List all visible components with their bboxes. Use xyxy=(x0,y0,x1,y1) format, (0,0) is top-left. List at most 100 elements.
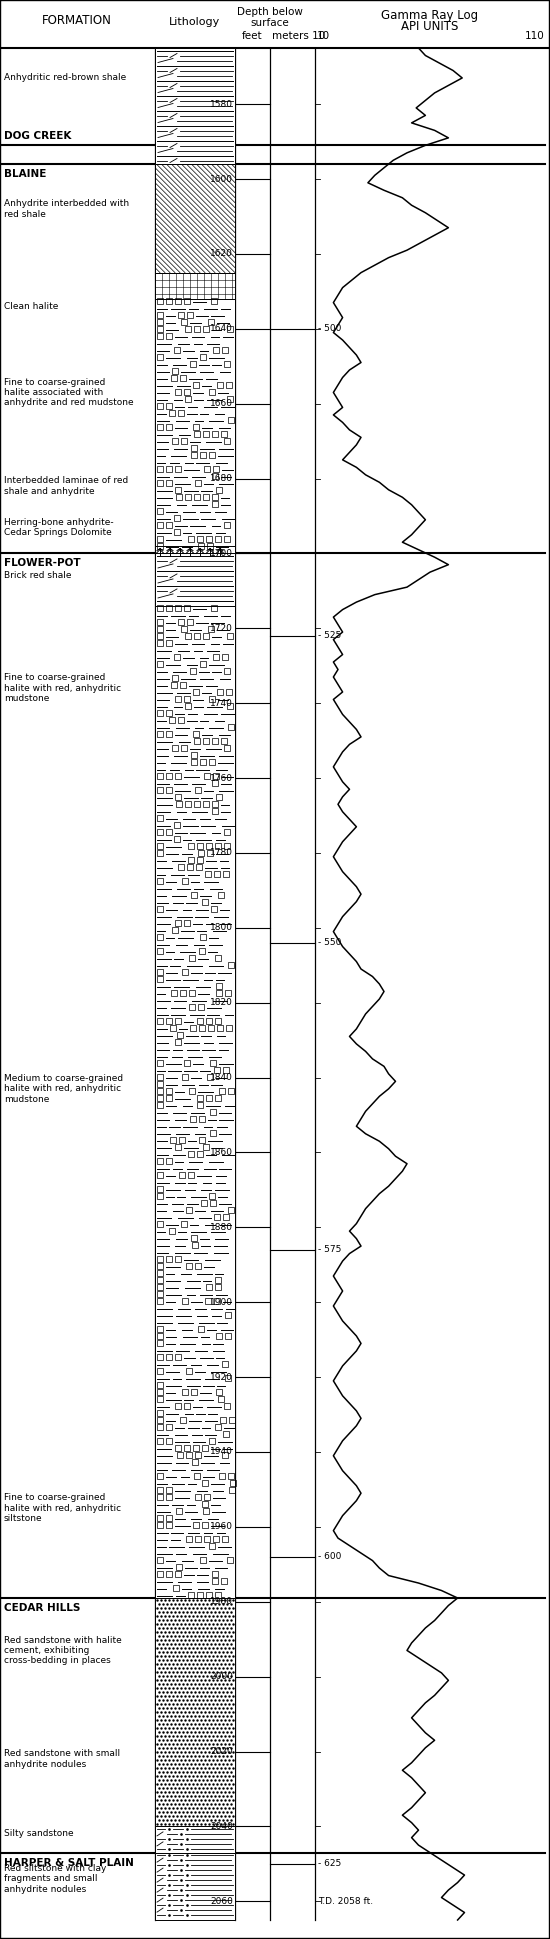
Bar xyxy=(228,417,234,423)
Bar xyxy=(197,843,202,849)
Bar xyxy=(212,473,218,479)
Bar xyxy=(166,787,172,793)
Bar xyxy=(209,390,214,396)
Bar xyxy=(157,1291,163,1297)
Bar xyxy=(224,522,229,527)
Text: Depth below: Depth below xyxy=(237,8,303,17)
Bar xyxy=(199,1026,205,1032)
Bar xyxy=(230,1479,235,1485)
Bar xyxy=(203,739,208,745)
Bar xyxy=(189,991,195,997)
Bar xyxy=(166,334,172,339)
Bar xyxy=(178,411,184,415)
Bar xyxy=(193,688,199,694)
Bar xyxy=(175,465,180,471)
Bar xyxy=(209,760,214,764)
Bar xyxy=(224,361,229,366)
Bar xyxy=(215,1592,221,1598)
Bar xyxy=(228,723,234,729)
Text: 1680: 1680 xyxy=(210,473,233,483)
Bar xyxy=(181,626,186,632)
Bar xyxy=(179,1173,185,1177)
Bar xyxy=(224,830,229,836)
Bar xyxy=(179,1136,185,1142)
Bar xyxy=(182,1074,188,1080)
Bar xyxy=(222,1361,228,1367)
Text: surface: surface xyxy=(251,17,289,27)
Bar xyxy=(225,1375,230,1381)
Bar xyxy=(197,1592,202,1598)
Bar xyxy=(157,640,163,646)
Bar xyxy=(214,1297,219,1303)
Bar xyxy=(204,1495,210,1499)
Text: 1780: 1780 xyxy=(210,849,233,857)
Bar xyxy=(157,1278,163,1284)
Text: 1880: 1880 xyxy=(210,1224,233,1231)
Bar xyxy=(225,991,230,997)
Bar xyxy=(155,553,235,605)
Bar xyxy=(184,1061,190,1066)
Bar xyxy=(227,396,233,401)
Bar xyxy=(157,1571,163,1576)
Bar xyxy=(180,1417,185,1423)
Bar xyxy=(203,326,208,332)
Bar xyxy=(212,500,218,506)
Bar xyxy=(203,634,208,638)
Bar xyxy=(182,1297,188,1303)
Bar xyxy=(172,927,178,933)
Text: 1580: 1580 xyxy=(210,99,233,109)
Bar xyxy=(194,801,200,807)
Bar xyxy=(208,320,213,324)
Bar xyxy=(209,696,214,702)
Text: 1760: 1760 xyxy=(210,774,233,783)
Bar xyxy=(215,1423,221,1429)
Bar xyxy=(157,1061,163,1066)
Bar xyxy=(155,273,235,299)
Bar xyxy=(157,1082,163,1086)
Bar xyxy=(228,1088,234,1094)
Bar xyxy=(157,787,163,793)
Bar xyxy=(157,522,163,527)
Bar xyxy=(212,739,218,745)
Bar xyxy=(166,1495,172,1499)
Bar xyxy=(193,1522,199,1528)
Bar xyxy=(185,396,191,401)
Bar xyxy=(212,1578,218,1584)
Bar xyxy=(181,320,186,324)
Bar xyxy=(155,165,235,273)
Bar xyxy=(192,1243,197,1249)
Bar xyxy=(189,1088,195,1094)
Bar xyxy=(157,1018,163,1024)
Bar xyxy=(219,1474,224,1479)
Bar xyxy=(213,774,218,779)
Bar xyxy=(157,543,163,549)
Bar xyxy=(213,347,218,353)
Bar xyxy=(171,991,177,997)
Bar xyxy=(185,801,191,807)
Bar xyxy=(184,390,190,396)
Text: 1920: 1920 xyxy=(210,1373,233,1383)
Bar xyxy=(209,1543,214,1549)
Bar xyxy=(204,465,210,471)
Text: HARPER & SALT PLAIN: HARPER & SALT PLAIN xyxy=(4,1858,134,1867)
Bar xyxy=(175,1018,180,1024)
Bar xyxy=(198,1326,204,1332)
Bar xyxy=(198,543,204,549)
Text: feet: feet xyxy=(241,31,262,41)
Bar xyxy=(187,312,192,318)
Bar xyxy=(186,1452,191,1458)
Text: 2060: 2060 xyxy=(210,1896,233,1906)
Bar xyxy=(157,1487,163,1493)
Bar xyxy=(157,1514,163,1520)
Bar xyxy=(166,1256,172,1262)
Bar xyxy=(157,1326,163,1332)
Bar xyxy=(193,382,199,388)
Bar xyxy=(172,368,178,374)
Bar xyxy=(157,481,163,487)
Bar xyxy=(210,1130,216,1136)
Bar xyxy=(166,1522,172,1528)
Bar xyxy=(222,653,228,659)
Bar xyxy=(166,1088,172,1094)
Bar xyxy=(175,1256,180,1262)
Bar xyxy=(172,675,178,681)
